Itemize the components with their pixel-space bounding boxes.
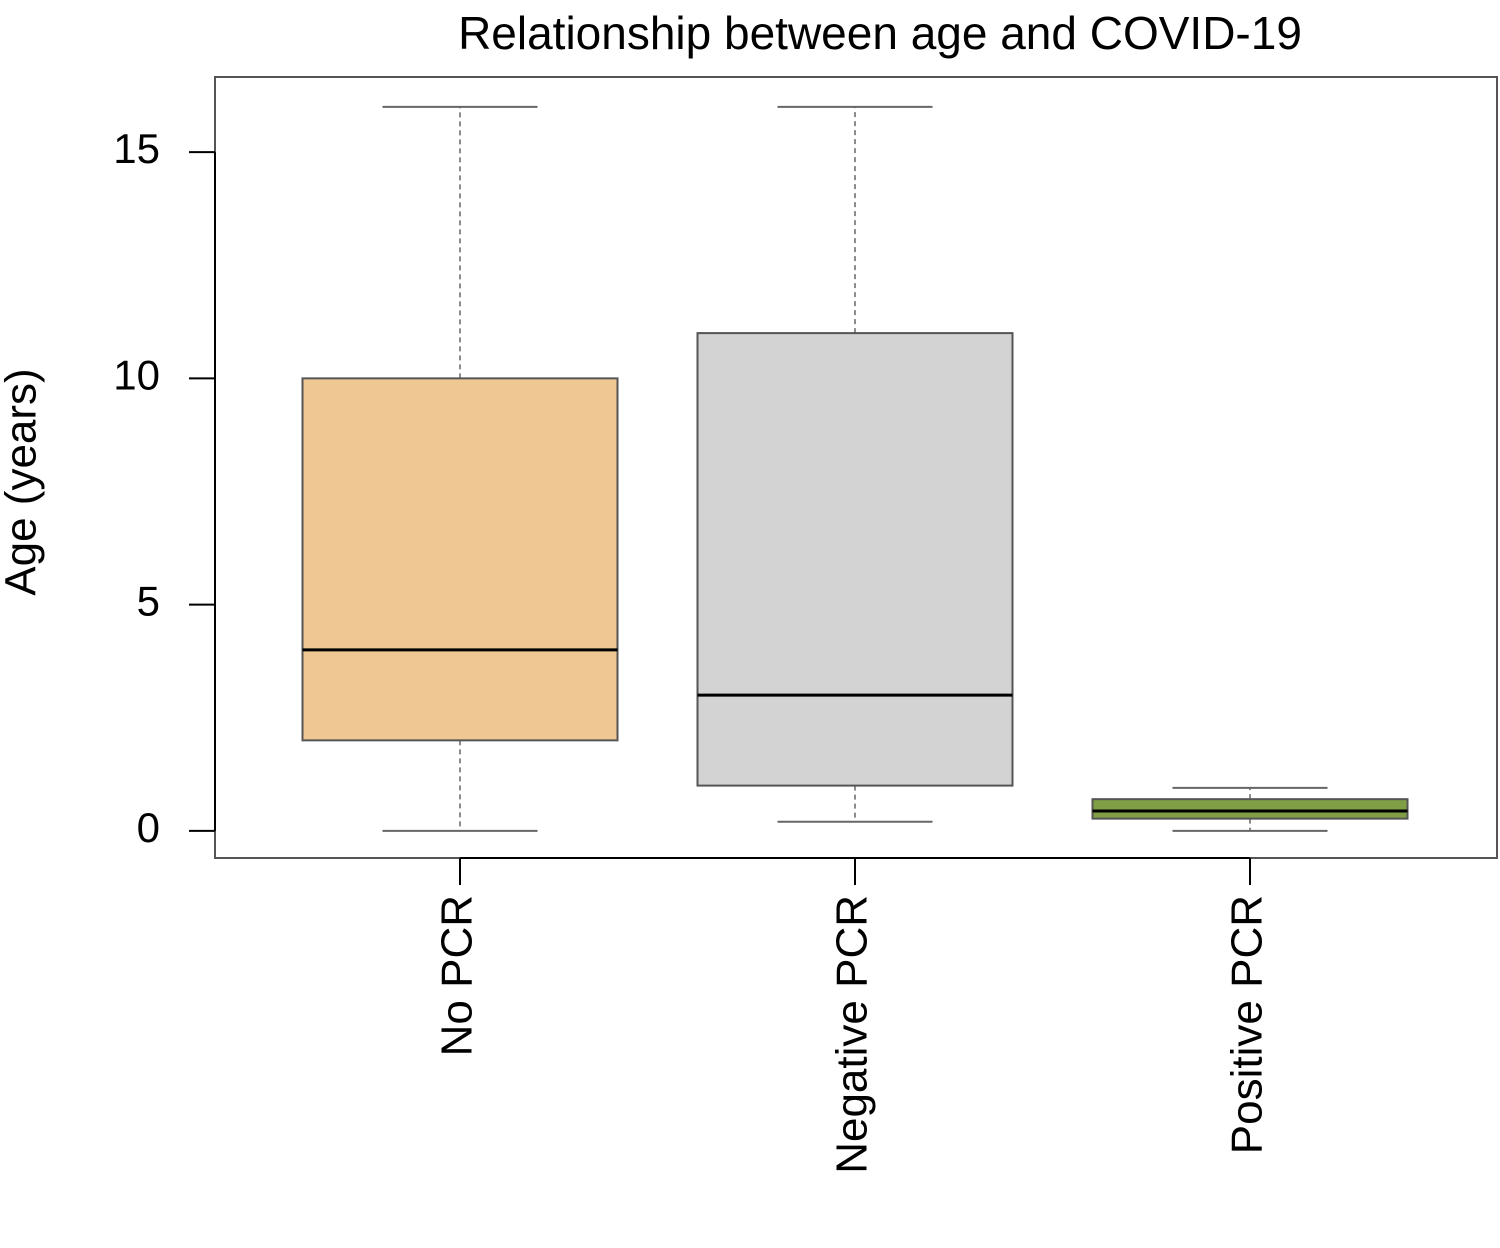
chart-title: Relationship between age and COVID-19 [458, 7, 1302, 59]
y-tick-label: 10 [113, 351, 160, 398]
box [301, 377, 619, 742]
x-tick-label: Negative PCR [828, 895, 877, 1174]
y-axis-label: Age (years) [0, 368, 46, 595]
box [1091, 798, 1409, 820]
box [696, 332, 1014, 787]
x-tick-label: No PCR [433, 895, 482, 1056]
x-tick-label: Positive PCR [1223, 895, 1272, 1154]
y-tick-label: 15 [113, 125, 160, 172]
y-tick-label: 5 [137, 578, 160, 625]
y-tick-label: 0 [137, 804, 160, 851]
